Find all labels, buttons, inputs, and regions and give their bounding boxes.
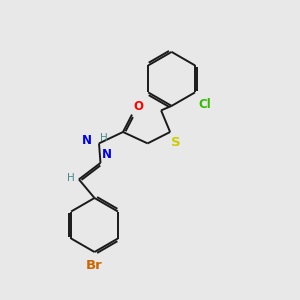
Text: H: H	[100, 133, 107, 143]
Text: N: N	[82, 134, 92, 147]
Text: Br: Br	[86, 259, 103, 272]
Text: O: O	[134, 100, 143, 113]
Text: N: N	[102, 148, 112, 161]
Text: Cl: Cl	[199, 98, 211, 111]
Text: H: H	[67, 173, 74, 183]
Text: S: S	[171, 136, 181, 148]
